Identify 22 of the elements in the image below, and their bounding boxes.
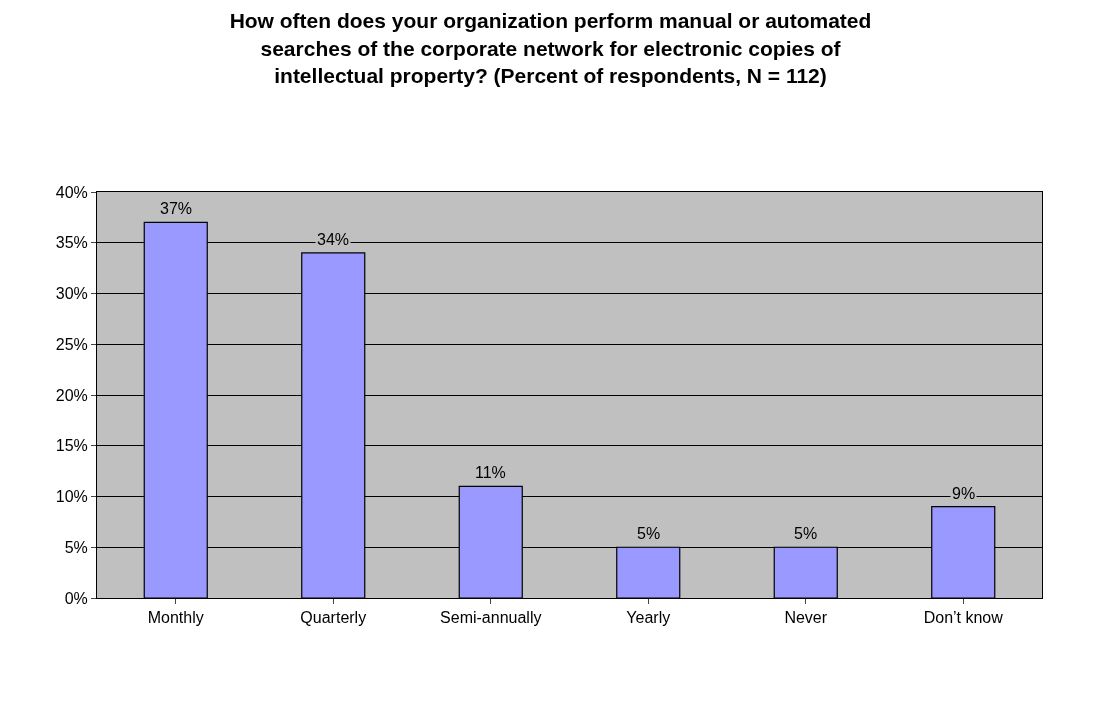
- y-tick-label: 25%: [55, 335, 88, 353]
- y-tick-label: 30%: [55, 285, 88, 303]
- data-label: 9%: [952, 485, 976, 502]
- data-label: 11%: [475, 464, 506, 481]
- x-tick-label: Monthly: [147, 609, 204, 627]
- y-tick-label: 10%: [55, 488, 88, 506]
- x-tick-label: Never: [784, 609, 828, 627]
- x-tick-label: Don’t know: [923, 609, 1004, 627]
- data-label: 34%: [317, 231, 350, 248]
- y-tick-label: 5%: [64, 538, 88, 556]
- x-tick-label: Quarterly: [300, 609, 367, 627]
- y-tick-label: 15%: [55, 437, 88, 455]
- data-label: 5%: [794, 525, 818, 542]
- data-label: 37%: [160, 200, 193, 217]
- data-label: 5%: [637, 525, 661, 542]
- y-tick-label: 20%: [55, 386, 88, 404]
- y-tick-label: 40%: [55, 183, 88, 201]
- y-tick-label: 0%: [64, 589, 88, 607]
- y-tick-label: 35%: [55, 234, 88, 252]
- x-tick-label: Yearly: [626, 609, 671, 627]
- x-tick-label: Semi-annually: [440, 609, 542, 627]
- chart-title: How often does your organization perform manual or automated searches of the corporate network for electronic copies of intellectual property? (Percent of respondents, N = 112): [229, 9, 872, 88]
